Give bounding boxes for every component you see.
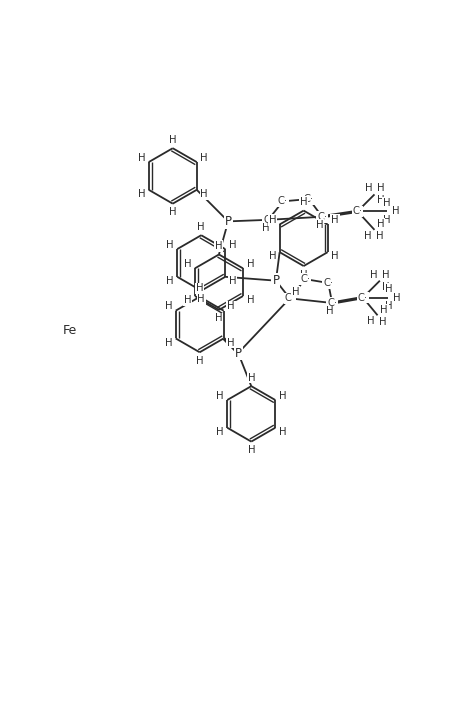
Text: H: H [367,316,375,325]
Text: H: H [393,293,401,303]
Text: H: H [165,337,172,347]
Text: H: H [184,295,191,306]
Text: H: H [380,305,388,315]
Text: H: H [377,184,384,194]
Text: H: H [166,276,174,286]
Text: H: H [196,356,203,366]
Text: H: H [138,189,145,199]
Text: H: H [365,184,372,194]
Text: H: H [383,198,390,208]
Text: H: H [247,295,254,306]
Text: H: H [165,301,172,311]
Text: H: H [365,230,372,240]
Text: H: H [201,189,208,199]
Text: H: H [379,317,387,327]
Text: H: H [384,284,392,294]
Text: H: H [169,135,177,145]
Text: H: H [377,196,384,206]
Text: P: P [225,215,232,228]
Text: H: H [215,241,223,251]
Text: H: H [326,306,334,316]
Text: C·: C· [323,278,333,288]
Text: C·: C· [300,274,310,284]
Text: H: H [370,269,378,279]
Text: H: H [216,391,224,401]
Text: H: H [184,259,191,269]
Text: C·: C· [263,215,273,225]
Text: H: H [166,240,174,250]
Text: H: H [215,313,223,323]
Text: H: H [279,391,286,401]
Text: Fe: Fe [62,324,77,337]
Text: H: H [201,153,208,163]
Text: H: H [377,231,384,241]
Text: H: H [227,337,235,347]
Text: C·: C· [353,206,363,216]
Text: H: H [269,216,276,225]
Text: H: H [229,240,236,250]
Text: H: H [300,269,307,279]
Text: P: P [272,274,279,287]
Text: C·: C· [327,298,337,308]
Text: H: H [384,301,392,311]
Text: H: H [229,276,236,286]
Text: H: H [269,252,276,262]
Text: H: H [216,427,224,437]
Text: C·: C· [278,196,288,206]
Text: H: H [382,269,390,279]
Text: H: H [382,281,390,291]
Text: H: H [169,207,177,217]
Text: H: H [196,284,203,294]
Text: P: P [235,347,242,359]
Text: H: H [248,373,255,383]
Text: H: H [292,287,300,297]
Text: C·: C· [358,293,368,303]
Text: H: H [331,216,339,225]
Text: H: H [391,206,399,216]
Text: C·: C· [304,194,314,204]
Text: H: H [383,215,390,225]
Text: H: H [316,220,324,230]
Text: H: H [248,445,255,455]
Text: H: H [377,219,384,229]
Text: H: H [227,301,235,311]
Text: H: H [279,427,286,437]
Text: C·: C· [285,294,295,303]
Text: H: H [262,223,270,233]
Text: H: H [138,153,145,163]
Text: H: H [197,222,205,232]
Text: H: H [331,252,339,262]
Text: H: H [197,294,205,304]
Text: H: H [247,259,254,269]
Text: C·: C· [317,212,327,222]
Text: H: H [300,197,307,207]
